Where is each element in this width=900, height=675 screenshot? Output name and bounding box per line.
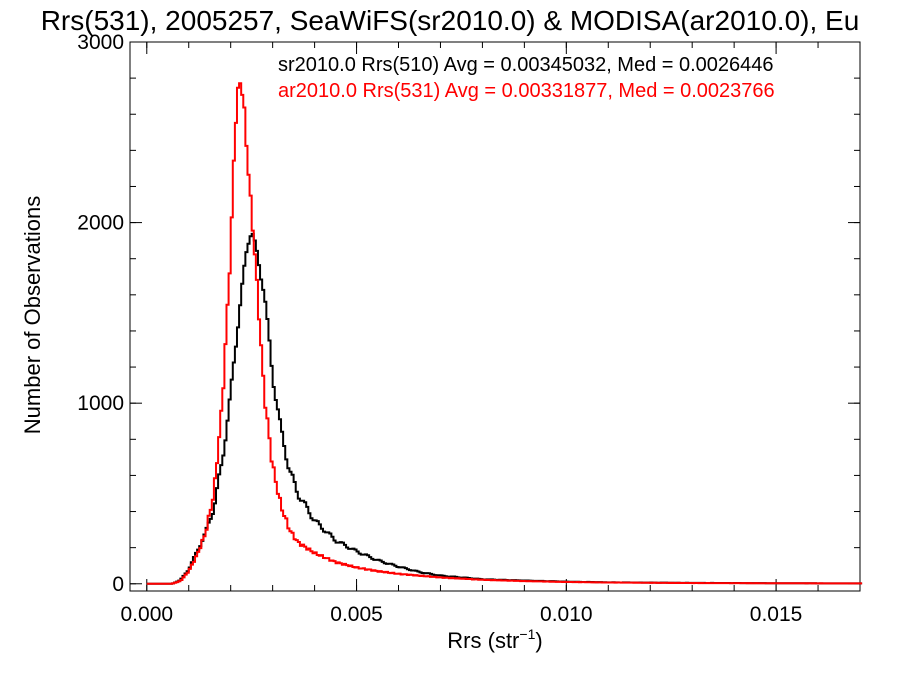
series-group <box>146 82 863 585</box>
y-tick-label: 0 <box>112 573 124 596</box>
plot-frame <box>129 41 861 592</box>
x-tick-label: 0.010 <box>540 603 593 626</box>
y-tick-label: 1000 <box>77 392 124 415</box>
legend-entry: sr2010.0 Rrs(510) Avg = 0.00345032, Med … <box>278 54 774 76</box>
x-tick-label: 0.015 <box>750 603 803 626</box>
x-tick-label: 0.005 <box>330 603 383 626</box>
x-tick-label: 0.000 <box>121 603 174 626</box>
axis-ticks <box>130 41 861 591</box>
x-axis-label: Rrs (str−1) <box>447 626 542 653</box>
series-line-1 <box>146 82 863 585</box>
y-tick-label: 3000 <box>77 31 124 54</box>
legend: sr2010.0 Rrs(510) Avg = 0.00345032, Med … <box>278 54 775 102</box>
y-tick-label: 2000 <box>77 212 124 235</box>
series-line-0 <box>146 232 863 585</box>
y-tick-labels: 0 1000 2000 3000 <box>77 31 124 596</box>
y-axis-label: Number of Observations <box>20 196 45 434</box>
legend-entry: ar2010.0 Rrs(531) Avg = 0.00331877, Med … <box>278 80 775 102</box>
chart-title: Rrs(531), 2005257, SeaWiFS(sr2010.0) & M… <box>41 5 860 36</box>
x-tick-labels: 0.000 0.005 0.010 0.015 <box>121 603 803 626</box>
